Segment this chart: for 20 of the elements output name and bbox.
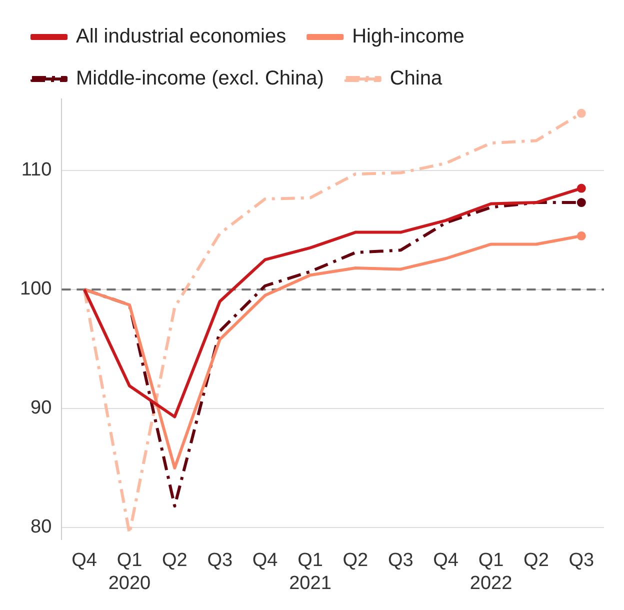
legend-label: China (390, 68, 443, 90)
x-tick-label: Q2 (162, 550, 188, 572)
y-tick-label: 100 (20, 278, 52, 300)
x-tick-label: Q4 (433, 550, 459, 572)
x-tick-label: Q3 (388, 550, 414, 572)
legend-label: High-income (352, 26, 464, 48)
x-tick-label: Q1 2020 (108, 550, 151, 594)
x-tick-label: Q1 2021 (289, 550, 332, 594)
x-tick-label: Q2 (524, 550, 549, 572)
legend-label: All industrial economies (76, 26, 286, 48)
x-tick-label: Q3 (207, 550, 233, 572)
y-tick-label: 110 (21, 160, 52, 181)
x-tick-label: Q3 (568, 550, 594, 572)
x-tick-label: Q4 (252, 550, 278, 572)
legend-label: Middle-income (excl. China) (76, 68, 324, 90)
x-tick-label: Q2 (342, 550, 368, 572)
x-tick-label: Q1 2022 (470, 550, 512, 594)
y-tick-label: 90 (30, 398, 52, 419)
x-tick-label: Q4 (72, 550, 98, 572)
y-tick-label: 80 (30, 516, 52, 538)
